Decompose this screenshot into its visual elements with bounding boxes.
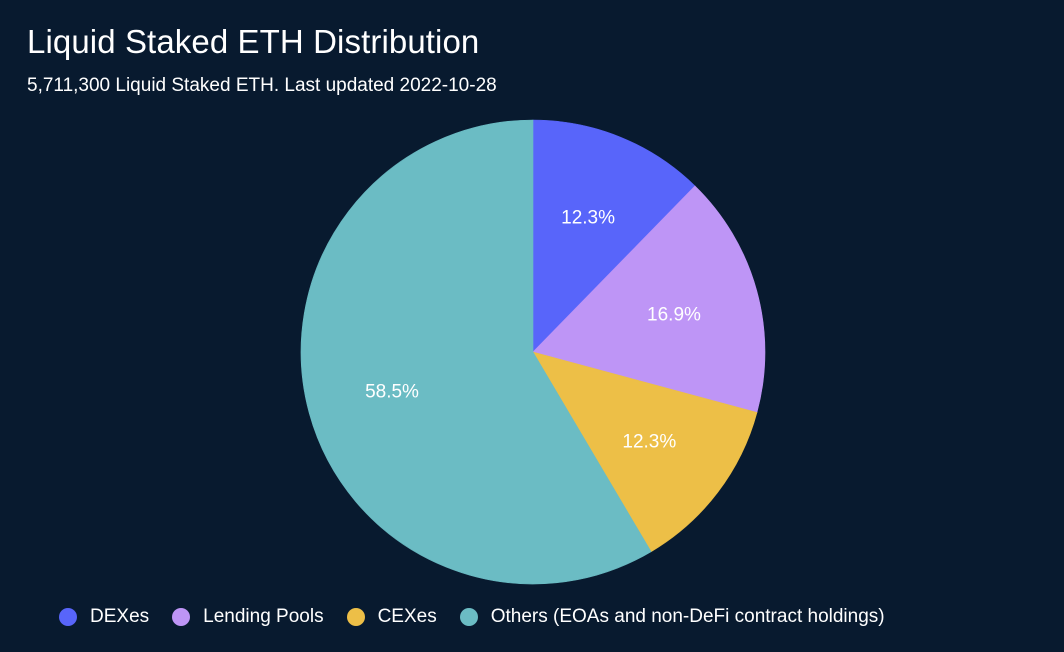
pie-slice-1[interactable]: [532, 185, 766, 413]
legend-item-1[interactable]: Lending Pools: [172, 605, 324, 629]
pie-slice-0[interactable]: [532, 119, 696, 353]
pie-slices: [300, 119, 766, 585]
legend-label-3: Others (EOAs and non-DeFi contract holdi…: [490, 606, 885, 627]
legend-item-3[interactable]: Others (EOAs and non-DeFi contract holdi…: [459, 605, 885, 629]
chart-legend: DEXes Lending Pools CEXes Others (EOAs and …: [59, 603, 885, 631]
legend-label-1: Lending Pools: [203, 606, 324, 627]
slice-label-0: 12.3%: [561, 208, 615, 229]
chart-subtitle: 5,711,300 Liquid Staked ETH. Last update…: [27, 75, 497, 96]
chart-title: Liquid Staked ETH Distribution: [27, 23, 480, 60]
legend-label-0: DEXes: [90, 606, 150, 627]
legend-label-2: CEXes: [377, 606, 437, 627]
slice-label-3: 58.5%: [365, 382, 419, 403]
legend-item-0[interactable]: DEXes: [59, 605, 149, 629]
slice-label-1: 16.9%: [647, 304, 701, 325]
pie-labels: 12.3% 16.9% 12.3% 58.5%: [365, 208, 701, 453]
legend-swatch-3: [459, 608, 478, 626]
legend-swatch-1: [172, 608, 191, 626]
legend-item-2[interactable]: CEXes: [346, 605, 437, 629]
legend-swatch-0: [59, 608, 77, 626]
slice-label-2: 12.3%: [622, 431, 676, 452]
legend-swatch-2: [346, 608, 365, 626]
pie-slice-3[interactable]: [300, 119, 652, 585]
pie-slice-2[interactable]: [532, 351, 758, 553]
